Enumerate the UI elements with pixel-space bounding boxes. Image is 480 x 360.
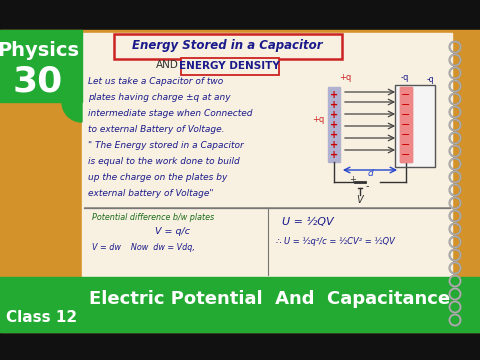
Text: intermediate stage when Connected: intermediate stage when Connected [88,109,252,118]
Bar [400,87,412,162]
Text: −: − [401,140,411,150]
Bar [400,87,412,162]
Text: AND: AND [156,60,179,70]
Text: 30: 30 [13,65,63,99]
Text: −: − [401,100,411,110]
FancyBboxPatch shape [113,33,341,58]
Text: −: − [401,110,411,120]
Text: Class 12: Class 12 [6,310,78,324]
Text: +: + [330,130,338,140]
Text: Physics: Physics [0,40,79,59]
Bar [0,30,480,332]
Text: −: − [401,100,411,110]
Text: V = q/c: V = q/c [155,228,190,237]
Bar [82,33,452,328]
Bar [0,277,480,332]
Text: −: − [401,110,411,120]
Text: Potential difference b/w plates: Potential difference b/w plates [92,213,214,222]
Text: ENERGY DENSITY: ENERGY DENSITY [179,61,279,71]
Text: ∴ U = ½q²/c = ½CV² = ½QV: ∴ U = ½q²/c = ½CV² = ½QV [276,238,395,247]
Text: −: − [401,130,411,140]
FancyBboxPatch shape [180,58,278,75]
Text: −: − [401,120,411,130]
Text: −: − [401,90,411,100]
Text: V = dw    Now  dw = Vdq,: V = dw Now dw = Vdq, [92,243,195,252]
Text: −: − [401,120,411,130]
Text: +: + [330,90,338,100]
Text: −: − [401,150,411,160]
Bar [328,87,340,162]
Wedge shape [62,102,82,122]
Text: +: + [330,140,338,150]
Bar [0,0,480,30]
Text: V: V [357,195,363,205]
Text: to external Battery of Voltage.: to external Battery of Voltage. [88,126,225,135]
Text: Let us take a Capacitor of two: Let us take a Capacitor of two [88,77,223,86]
Text: −: − [401,90,411,100]
Text: +q: +q [312,116,324,125]
Bar [395,85,435,167]
Text: external battery of Voltage": external battery of Voltage" [88,189,214,198]
Text: −: − [401,130,411,140]
Text: up the charge on the plates by: up the charge on the plates by [88,174,228,183]
Text: Electric Potential  And  Capacitance: Electric Potential And Capacitance [89,290,451,308]
Text: +: + [330,110,338,120]
Text: d: d [367,170,373,179]
Text: -: - [365,181,369,191]
Text: " The Energy stored in a Capacitor: " The Energy stored in a Capacitor [88,141,244,150]
Bar [0,30,82,102]
Bar [0,332,480,360]
Text: +: + [330,150,338,160]
Text: +: + [349,175,357,184]
Text: −: − [401,140,411,150]
Text: U = ½QV: U = ½QV [282,217,334,227]
Text: Energy Stored in a Capacitor: Energy Stored in a Capacitor [132,40,322,53]
Text: +: + [330,100,338,110]
Text: is equal to the work done to build: is equal to the work done to build [88,158,240,166]
Text: +: + [330,120,338,130]
Text: -q: -q [401,72,409,81]
Bar [395,85,435,167]
Text: +q: +q [339,72,351,81]
Text: -q: -q [426,76,434,85]
Text: plates having charge ±q at any: plates having charge ±q at any [88,94,230,103]
Text: −: − [401,150,411,160]
